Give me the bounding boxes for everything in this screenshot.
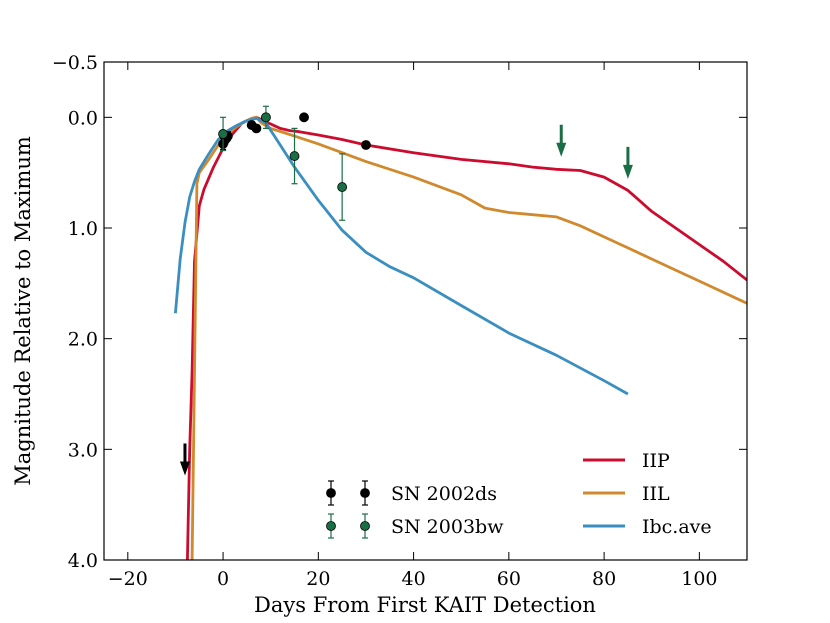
marker bbox=[289, 151, 300, 161]
marker bbox=[337, 182, 348, 192]
upper-limit-arrow-sn-2003bw-0 bbox=[556, 124, 567, 157]
y-tick-label-4: 3.0 bbox=[68, 439, 98, 461]
legend-dot bbox=[326, 521, 336, 531]
marker bbox=[261, 112, 271, 123]
data-point-sn-2003bw-3 bbox=[337, 153, 348, 221]
x-tick-label-4: 60 bbox=[497, 568, 521, 590]
legends: IIP IIL Ibc.ave SN 2002ds SN 2003bw bbox=[326, 450, 712, 539]
data-point-sn-2002ds-5 bbox=[299, 112, 309, 123]
legend-dot bbox=[360, 488, 370, 498]
x-tick-label-1: 0 bbox=[217, 568, 229, 590]
x-tick-label-5: 80 bbox=[592, 568, 616, 590]
data-point-sn-2002ds-4 bbox=[251, 123, 262, 134]
marker bbox=[218, 129, 228, 139]
legend-label-iil: IIL bbox=[642, 483, 670, 505]
x-tick-label-6: 100 bbox=[681, 568, 717, 590]
legend-dot bbox=[326, 488, 336, 498]
upper-limit-arrow-sn-2003bw-1-head bbox=[622, 164, 633, 179]
observed-data-points bbox=[179, 105, 633, 476]
plot-frame bbox=[103, 61, 748, 561]
y-tick-label-1: 0.0 bbox=[68, 107, 98, 129]
data-point-sn-2003bw-0 bbox=[218, 116, 228, 152]
legend-label-sn-2003bw: SN 2003bw bbox=[391, 516, 504, 538]
marker bbox=[361, 140, 371, 150]
data-point-sn-2002ds-6 bbox=[361, 140, 371, 150]
legend-dot bbox=[360, 521, 370, 531]
x-tick-label-2: 20 bbox=[306, 568, 330, 590]
y-tick-label-2: 1.0 bbox=[68, 218, 98, 240]
legend-label-ibc-ave: Ibc.ave bbox=[642, 516, 712, 538]
legend-label-iip: IIP bbox=[642, 450, 670, 472]
upper-limit-arrow-sn-2003bw-1 bbox=[622, 146, 633, 179]
legend-marker-sn-2003bw-1 bbox=[360, 513, 370, 539]
x-axis-label: Days From First KAIT Detection bbox=[254, 593, 596, 617]
upper-limit-arrow-sn-2003bw-0-head bbox=[556, 142, 567, 157]
series-line-ibc-ave bbox=[174, 117, 629, 396]
x-tick-label-0: −20 bbox=[108, 568, 148, 590]
upper-limit-arrow-sn-2002ds-0 bbox=[179, 443, 190, 476]
marker bbox=[251, 123, 262, 134]
data-point-sn-2003bw-1 bbox=[261, 105, 271, 129]
legend-marker-sn-2003bw-0 bbox=[326, 513, 336, 539]
y-axis-label: Magnitude Relative to Maximum bbox=[11, 136, 35, 486]
y-tick-label-3: 2.0 bbox=[68, 329, 98, 351]
x-tick-label-3: 40 bbox=[401, 568, 425, 590]
series-line-iip bbox=[186, 115, 747, 560]
data-point-sn-2003bw-2 bbox=[289, 127, 300, 185]
legend-marker-sn-2002ds-0 bbox=[326, 480, 336, 506]
legend-marker-sn-2002ds-1 bbox=[360, 480, 370, 506]
y-tick-label-0: −0.5 bbox=[52, 52, 98, 74]
axis-ticks: −20 0 20 40 60 80 100 −0.5 0.0 1.0 2.0 3.0 4.0 bbox=[52, 52, 747, 590]
marker bbox=[299, 112, 309, 123]
upper-limit-arrow-sn-2002ds-0-head bbox=[179, 461, 190, 476]
legend-label-sn-2002ds: SN 2002ds bbox=[391, 483, 497, 505]
y-tick-label-5: 4.0 bbox=[68, 550, 98, 572]
